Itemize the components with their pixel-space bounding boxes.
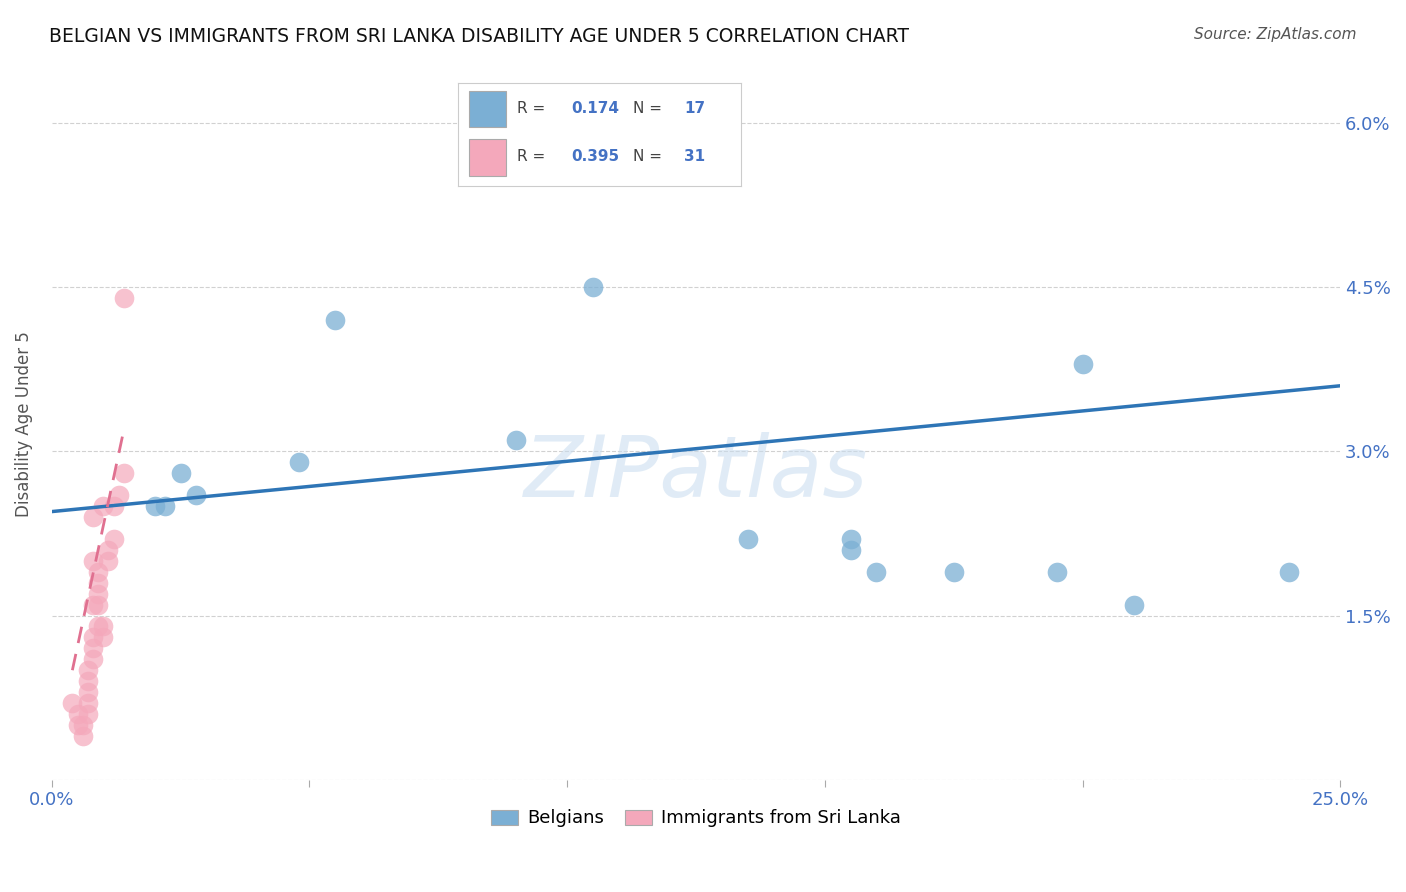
Point	[97, 554, 120, 568]
Point	[82, 598, 104, 612]
Point	[82, 510, 104, 524]
Point	[288, 455, 311, 469]
Point	[839, 532, 862, 546]
Point	[97, 542, 120, 557]
Point	[76, 696, 98, 710]
Point	[942, 565, 965, 579]
Point	[87, 619, 110, 633]
Point	[112, 467, 135, 481]
Point	[184, 488, 207, 502]
Point	[87, 575, 110, 590]
Point	[82, 554, 104, 568]
Point	[76, 674, 98, 689]
Point	[865, 565, 887, 579]
Point	[76, 663, 98, 677]
Legend: Belgians, Immigrants from Sri Lanka: Belgians, Immigrants from Sri Lanka	[484, 802, 908, 835]
Point	[91, 631, 114, 645]
Point	[87, 587, 110, 601]
Point	[1123, 598, 1146, 612]
Point	[103, 532, 125, 546]
Point	[87, 565, 110, 579]
Point	[87, 598, 110, 612]
Point	[103, 499, 125, 513]
Point	[143, 499, 166, 513]
Text: ZIPatlas: ZIPatlas	[524, 433, 868, 516]
Point	[582, 280, 605, 294]
Point	[1046, 565, 1069, 579]
Point	[76, 685, 98, 699]
Point	[82, 641, 104, 656]
Text: Source: ZipAtlas.com: Source: ZipAtlas.com	[1194, 27, 1357, 42]
Point	[1278, 565, 1301, 579]
Point	[91, 619, 114, 633]
Point	[1071, 357, 1094, 371]
Point	[72, 729, 94, 743]
Text: BELGIAN VS IMMIGRANTS FROM SRI LANKA DISABILITY AGE UNDER 5 CORRELATION CHART: BELGIAN VS IMMIGRANTS FROM SRI LANKA DIS…	[49, 27, 910, 45]
Point	[107, 488, 129, 502]
Point	[112, 291, 135, 305]
Point	[76, 706, 98, 721]
Point	[839, 542, 862, 557]
Point	[66, 718, 89, 732]
Point	[737, 532, 759, 546]
Point	[82, 631, 104, 645]
Point	[82, 652, 104, 666]
Point	[72, 718, 94, 732]
Point	[153, 499, 176, 513]
Point	[323, 313, 346, 327]
Point	[60, 696, 83, 710]
Y-axis label: Disability Age Under 5: Disability Age Under 5	[15, 331, 32, 517]
Point	[91, 499, 114, 513]
Point	[66, 706, 89, 721]
Point	[169, 467, 191, 481]
Point	[505, 434, 527, 448]
